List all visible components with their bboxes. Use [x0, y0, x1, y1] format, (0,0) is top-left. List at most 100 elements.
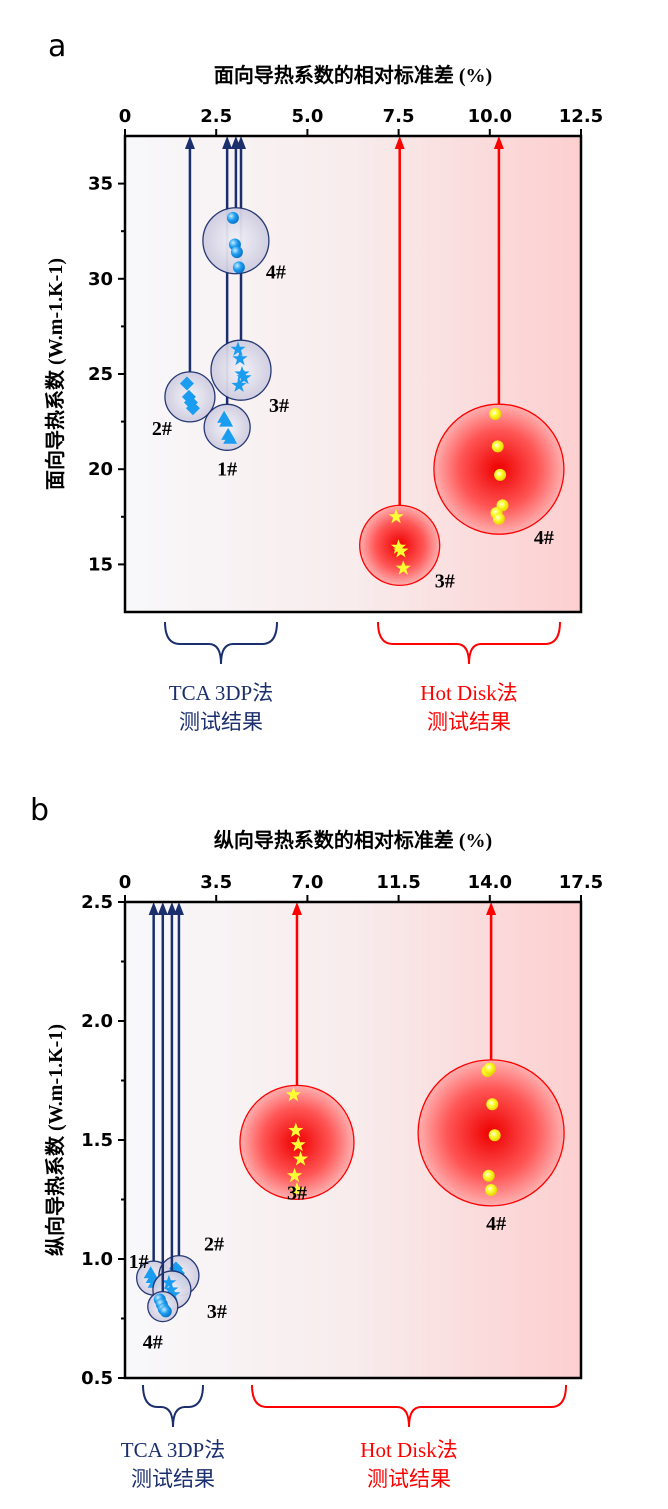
data-point-star [232, 350, 248, 366]
sample-group-hotdisk-3: 3# [239, 902, 355, 1204]
arrow-head-icon [166, 902, 177, 915]
data-point-star [390, 539, 407, 554]
sample-group-tca-4: 4# [143, 902, 179, 1354]
sample-group-tca-3: 3# [210, 136, 289, 417]
arrow-head-icon [157, 902, 168, 915]
sample-group-tca-4: 4# [202, 136, 286, 284]
arrow-head-icon [222, 136, 233, 149]
data-point-sphere [230, 246, 243, 259]
x-tick-label: 17.5 [559, 872, 603, 893]
sample-label: 3# [435, 570, 455, 592]
data-point-sphere [488, 1129, 501, 1142]
data-point-sphere [489, 407, 502, 420]
sample-label: 2# [204, 1234, 224, 1256]
sample-label: 1# [129, 1251, 149, 1273]
data-point-star [230, 341, 246, 356]
plot-frame [123, 900, 583, 1380]
y-tick-label: 25 [88, 364, 113, 385]
data-point-star [161, 1274, 177, 1290]
y-tick-label: 1.0 [81, 1249, 113, 1270]
sample-label: 4# [486, 1213, 506, 1235]
arrow-head-icon [173, 902, 184, 915]
x-tick-label: 11.5 [376, 872, 420, 893]
data-point-sphere [485, 1183, 498, 1196]
panel-label-a: a [48, 29, 66, 64]
sample-label: 3# [269, 395, 289, 417]
y-tick-label: 0.5 [81, 1368, 113, 1389]
brace-tca [164, 621, 278, 665]
data-point-sphere [482, 1169, 495, 1182]
data-point-sphere [486, 1098, 499, 1111]
sample-label: 4# [143, 1332, 163, 1354]
data-point-star [285, 1086, 301, 1102]
data-point-star [289, 1182, 305, 1197]
data-point-star [393, 543, 409, 558]
x-axis-title: 面向导热系数的相对标准差 (%) [214, 63, 492, 87]
method-label-tca: 测试结果 [131, 1467, 215, 1491]
arrow-head-icon [148, 902, 159, 915]
brace-hotdisk [251, 1384, 567, 1428]
method-label-tca: 测试结果 [179, 710, 263, 734]
data-point-sphere [159, 1305, 172, 1318]
method-label-hotdisk: Hot Disk法 [420, 681, 517, 705]
brace-tca [142, 1384, 204, 1428]
data-point-sphere [494, 468, 507, 481]
sample-label: 2# [152, 418, 172, 440]
data-point-sphere [226, 211, 239, 224]
method-label-tca: TCA 3DP法 [121, 1438, 225, 1462]
data-point-star [290, 1136, 306, 1152]
y-tick-label: 2.0 [81, 1011, 113, 1032]
y-tick-label: 15 [88, 554, 113, 575]
data-point-star [287, 1167, 303, 1183]
data-point-triangle [223, 431, 238, 444]
y-tick-label: 1.5 [81, 1130, 113, 1151]
x-tick-label: 7.5 [383, 106, 415, 127]
sample-label: 4# [534, 527, 554, 549]
data-point-star [231, 377, 247, 392]
method-label-hotdisk: 测试结果 [427, 710, 511, 734]
y-axis-title: 纵向导热系数 (W.m-1.K-1) [43, 1024, 67, 1256]
method-label-hotdisk: 测试结果 [367, 1467, 451, 1491]
sample-label: 3# [207, 1301, 227, 1323]
data-point-sphere [491, 440, 504, 453]
data-point-sphere [232, 261, 245, 274]
x-axis-title: 纵向导热系数的相对标准差 (%) [214, 828, 492, 852]
data-point-star [165, 1286, 181, 1302]
data-point-triangle [219, 414, 234, 427]
sample-label: 1# [217, 458, 237, 480]
sample-group-hotdisk-4: 4# [433, 136, 565, 549]
method-label-hotdisk: Hot Disk法 [360, 1438, 457, 1462]
sample-group-hotdisk-3: 3# [359, 136, 455, 592]
sample-group-tca-1: 1# [203, 136, 251, 480]
y-tick-label: 30 [88, 269, 113, 290]
arrow-head-icon [493, 136, 504, 149]
x-tick-label: 10.0 [468, 106, 512, 127]
data-point-sphere [483, 1062, 496, 1075]
plot-frame [123, 134, 583, 614]
data-point-star [388, 508, 404, 524]
x-tick-label: 0 [119, 106, 132, 127]
data-point-star [395, 560, 411, 575]
chart-panel-b: 纵向导热系数的相对标准差 (%) 纵向导热系数 (W.m-1.K-1) 0 3.5 7.… [43, 828, 603, 1491]
sample-label: 4# [266, 262, 286, 284]
chart-panel-a: 面向导热系数的相对标准差 (%) 面向导热系数 (W.m-1.K-1) 0 2.5 5.… [43, 63, 603, 734]
arrow-head-icon [230, 136, 241, 149]
data-point-star [293, 1151, 309, 1166]
method-label-tca: TCA 3DP法 [169, 681, 273, 705]
sample-group-tca-2: 2# [152, 136, 216, 440]
data-point-star [236, 369, 252, 385]
data-point-star [234, 366, 250, 381]
arrow-head-icon [291, 902, 302, 915]
brace-hotdisk [377, 621, 561, 665]
arrow-head-icon [394, 136, 405, 149]
data-point-star [288, 1122, 304, 1137]
x-tick-label: 2.5 [200, 106, 232, 127]
bubble [203, 403, 251, 451]
y-tick-label: 2.5 [81, 892, 113, 913]
data-point-star [163, 1281, 179, 1297]
sample-group-hotdisk-4: 4# [417, 902, 565, 1235]
sample-label: 3# [287, 1182, 307, 1204]
data-point-sphere [492, 512, 505, 525]
x-tick-label: 7.0 [291, 872, 323, 893]
